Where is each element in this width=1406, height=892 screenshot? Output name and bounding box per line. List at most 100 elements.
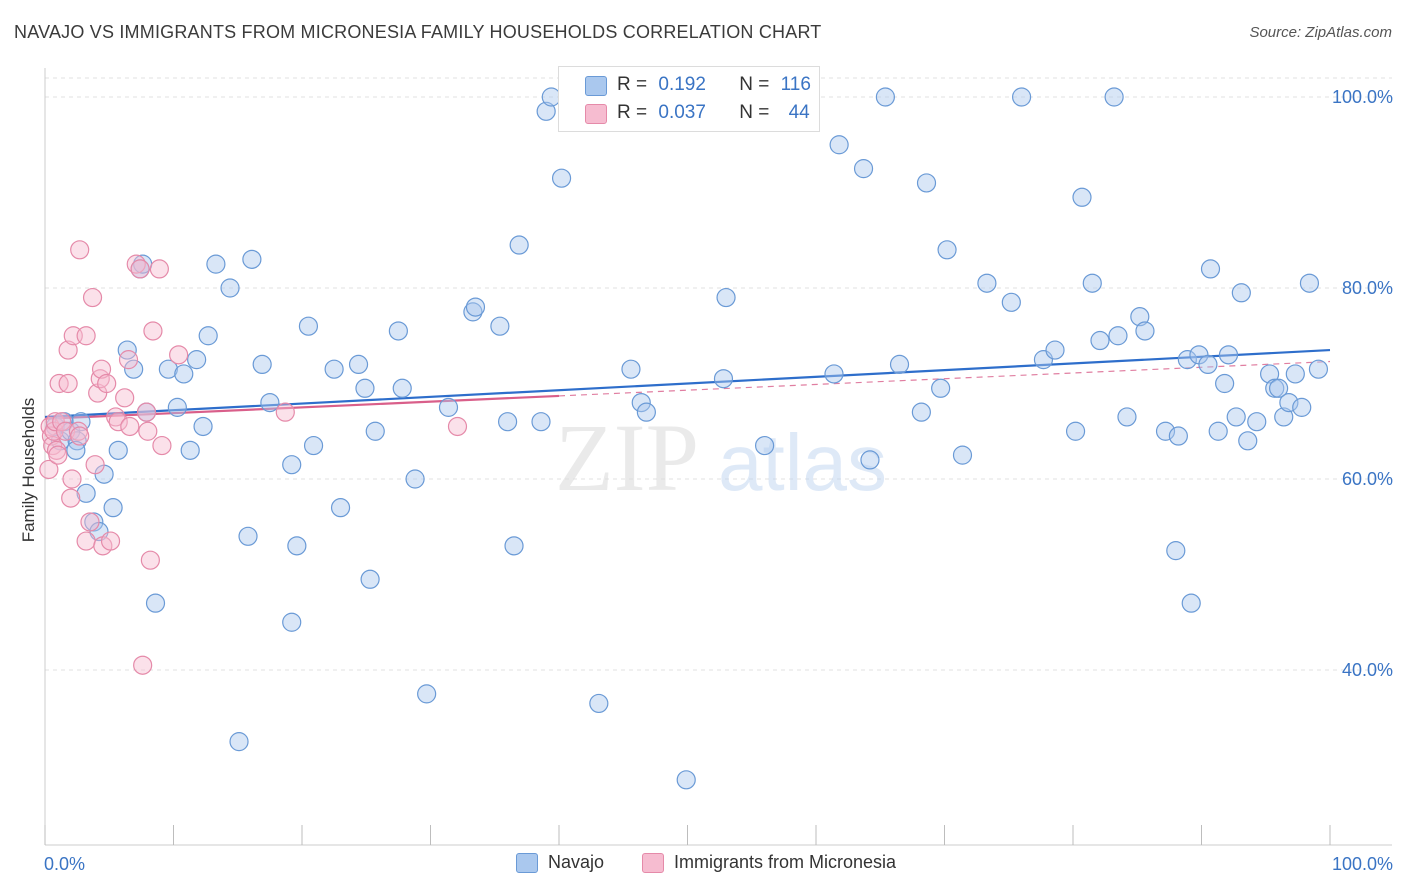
navajo-point (1135, 321, 1155, 341)
n-value: 116 (780, 74, 811, 95)
micronesia-point (70, 426, 90, 446)
n-label: N = (739, 102, 770, 123)
navajo-point (1065, 421, 1086, 441)
y-tick-label: 40.0% (1342, 660, 1393, 680)
navajo-point (536, 101, 556, 121)
navajo-point (860, 450, 880, 470)
navajo-point (952, 445, 973, 465)
navajo-point (754, 435, 775, 456)
navajo-point (355, 378, 375, 398)
x-tick-label-min: 0.0% (44, 854, 85, 874)
navajo-point (1001, 292, 1021, 312)
navajo-point (716, 287, 736, 308)
navajo-point (1238, 431, 1258, 451)
navajo-point (1268, 378, 1289, 398)
navajo-trend-line (44, 348, 1331, 419)
navajo-point (1181, 593, 1201, 613)
navajo-point (1292, 397, 1312, 417)
micronesia-points (39, 240, 468, 675)
micronesia-point (76, 326, 96, 346)
navajo-point (198, 326, 218, 346)
y-tick-label: 60.0% (1342, 469, 1393, 489)
micronesia-point (39, 459, 59, 480)
navajo-point (108, 440, 128, 460)
micronesia-point (120, 416, 140, 437)
navajo-point (829, 135, 849, 155)
navajo-point (158, 359, 178, 379)
micronesia-point (76, 531, 96, 551)
navajo-point (220, 278, 240, 298)
navajo-point (1226, 407, 1246, 427)
legend-navajo-label: Navajo (548, 852, 605, 872)
micronesia-trend-extension (558, 360, 1331, 397)
micronesia-point (82, 287, 103, 308)
navajo-point (282, 612, 302, 632)
navajo-point (388, 321, 408, 341)
micronesia-point (97, 373, 117, 394)
micronesia-trend-line (44, 394, 560, 420)
navajo-point (1104, 87, 1124, 107)
navajo-point (167, 397, 187, 417)
navajo-point (287, 536, 307, 556)
navajo-point (1308, 359, 1329, 379)
navajo-point (1168, 426, 1188, 446)
x-tick-label-max: 100.0% (1332, 854, 1393, 874)
navajo-swatch (585, 76, 607, 96)
navajo-point (531, 412, 551, 432)
navajo-point (977, 273, 997, 293)
navajo-point (1045, 340, 1065, 360)
navajo-point (1072, 187, 1092, 207)
r-label: R = (617, 102, 648, 123)
navajo-point (324, 359, 344, 379)
micronesia-point (275, 402, 295, 422)
micronesia-point (44, 421, 64, 441)
watermark-atlas: atlas (718, 418, 887, 507)
micronesia-legend-swatch (642, 852, 664, 873)
navajo-points (45, 87, 1329, 790)
navajo-point (504, 536, 524, 556)
navajo-point (1208, 421, 1228, 441)
navajo-point (238, 526, 258, 546)
micronesia-swatch (585, 104, 607, 124)
navajo-point (1285, 364, 1305, 384)
navajo-point (889, 354, 910, 374)
navajo-point (1200, 259, 1221, 279)
micronesia-point (118, 350, 139, 370)
navajo-point (1260, 364, 1280, 384)
navajo-point (1198, 354, 1218, 374)
correlation-legend: R = 0.192 N = 116 R = 0.037 N = 44 (558, 66, 820, 132)
navajo-point (365, 421, 385, 441)
source-label: Source: ZipAtlas.com (1249, 24, 1392, 41)
navajo-point (1090, 330, 1110, 351)
micronesia-point (143, 321, 163, 341)
navajo-point (1247, 412, 1267, 432)
micronesia-point (136, 402, 157, 422)
micronesia-point (108, 412, 128, 432)
navajo-point (348, 354, 369, 374)
navajo-point (498, 412, 518, 432)
navajo-point (260, 393, 280, 413)
navajo-point (180, 440, 200, 460)
navajo-point (1231, 283, 1251, 303)
navajo-point (103, 498, 123, 518)
micronesia-point (85, 455, 105, 475)
navajo-point (636, 402, 656, 422)
navajo-point (1108, 326, 1128, 346)
micronesia-point (152, 435, 172, 456)
x-tick-labels: 0.0% 100.0% (44, 854, 1393, 874)
micronesia-point (149, 259, 169, 279)
navajo-point (931, 378, 951, 398)
micronesia-point (80, 512, 100, 532)
micronesia-point (58, 373, 78, 394)
navajo-point (66, 440, 86, 460)
micronesia-point (62, 469, 82, 489)
navajo-point (551, 168, 572, 188)
navajo-point (1155, 421, 1176, 441)
navajo-point (875, 87, 895, 107)
navajo-point (187, 350, 207, 370)
navajo-point (252, 354, 272, 374)
micronesia-point (130, 259, 150, 279)
navajo-point (405, 469, 425, 489)
r-value: 0.192 (658, 74, 706, 95)
